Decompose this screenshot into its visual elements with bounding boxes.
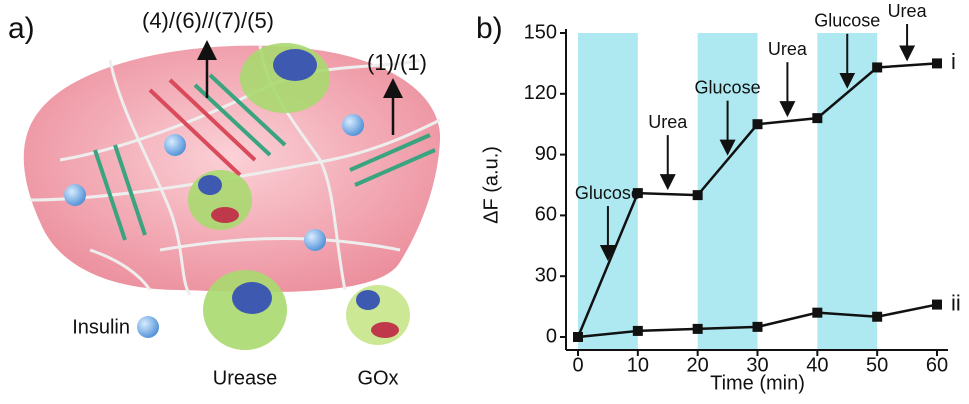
insulin-particles bbox=[64, 114, 364, 338]
x-tick-label: 60 bbox=[926, 354, 948, 376]
annotation: Urea bbox=[768, 39, 808, 59]
legend-label: Insulin bbox=[72, 316, 130, 338]
y-axis-title: ΔF (a.u.) bbox=[480, 146, 502, 224]
annotation: Glucose bbox=[695, 77, 761, 97]
marker bbox=[812, 113, 823, 124]
y-tick-label: 30 bbox=[535, 264, 557, 286]
annotation: Urea bbox=[888, 1, 928, 21]
annotation: Glucose bbox=[814, 11, 880, 31]
marker bbox=[692, 190, 703, 201]
x-axis-title: Time (min) bbox=[710, 372, 805, 394]
y-tick-label: 150 bbox=[524, 21, 557, 43]
marker bbox=[872, 62, 883, 73]
x-tick-label: 0 bbox=[572, 354, 583, 376]
y-tick-label: 0 bbox=[546, 325, 557, 347]
arrow-label: (4)/(6)//(7)/(5) bbox=[142, 8, 274, 33]
marker bbox=[752, 321, 763, 332]
panel-label: a) bbox=[8, 12, 35, 45]
marker bbox=[872, 311, 883, 322]
marker bbox=[752, 119, 763, 130]
series-label: i bbox=[951, 49, 956, 74]
series-label: ii bbox=[951, 290, 961, 315]
annotation: Urea bbox=[648, 112, 688, 132]
y-tick-label: 60 bbox=[535, 204, 557, 226]
marker bbox=[812, 307, 823, 318]
y-tick-label: 90 bbox=[535, 143, 557, 165]
x-tick-label: 10 bbox=[627, 354, 649, 376]
arrow-label: (1)/(1) bbox=[367, 50, 427, 75]
marker bbox=[632, 188, 643, 199]
marker bbox=[692, 323, 703, 334]
legend-label: GOx bbox=[357, 367, 398, 389]
x-tick-label: 20 bbox=[687, 354, 709, 376]
panel-a: a) (4)/(6)//(7)/(5) bbox=[8, 8, 441, 389]
proteins bbox=[188, 43, 410, 350]
shaded-interval bbox=[697, 33, 758, 350]
panel-b: b) 0 30 60 90 120 150 0 10 20 30 40 50 60 Time (min) Δ… bbox=[476, 1, 961, 395]
marker bbox=[932, 299, 942, 310]
x-tick-label: 40 bbox=[806, 354, 828, 376]
legend-label: Urease bbox=[213, 367, 277, 389]
marker bbox=[932, 58, 942, 69]
shaded-interval bbox=[578, 33, 638, 350]
annotation: Glucose bbox=[575, 183, 641, 203]
marker bbox=[573, 332, 583, 342]
panel-label: b) bbox=[476, 12, 503, 45]
y-tick-label: 120 bbox=[524, 82, 557, 104]
x-tick-label: 50 bbox=[866, 354, 888, 376]
x-tick-label: 30 bbox=[746, 354, 768, 376]
marker bbox=[632, 325, 643, 336]
